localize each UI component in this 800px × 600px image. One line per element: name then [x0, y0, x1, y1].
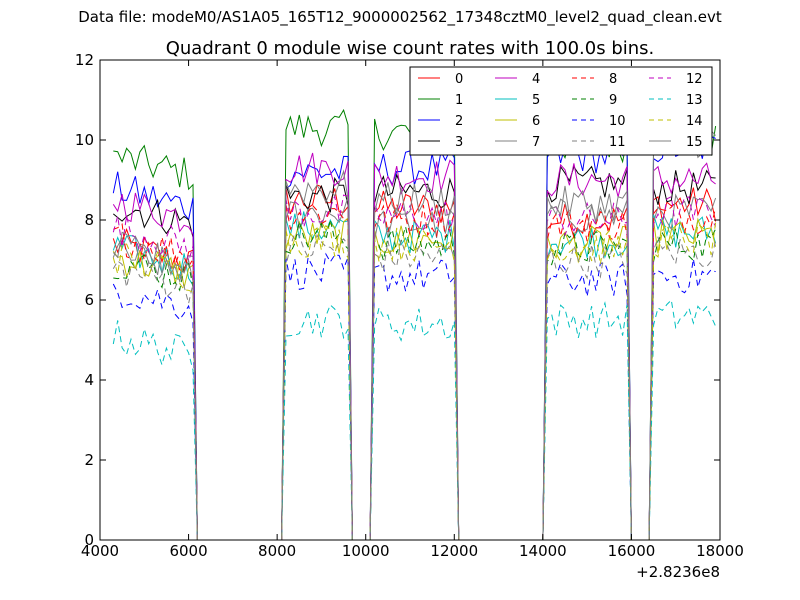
series-line-11	[112, 232, 717, 541]
y-tick-label: 12	[75, 51, 94, 69]
x-tick-label: 8000	[258, 542, 296, 560]
legend-label-8: 8	[609, 72, 617, 87]
legend-label-3: 3	[455, 135, 463, 150]
plot-lines	[112, 108, 717, 541]
x-tick-label: 16000	[608, 542, 656, 560]
x-tick-label: 18000	[696, 542, 744, 560]
x-tick-label: 4000	[81, 542, 119, 560]
x-axis: 4000 6000 8000 10000 12000 14000 16000 18000	[81, 60, 744, 560]
y-tick-label: 8	[84, 211, 94, 229]
y-tick-label: 4	[84, 371, 94, 389]
legend-label-9: 9	[609, 93, 617, 108]
chart-title: Quadrant 0 module wise count rates with …	[166, 38, 655, 59]
legend-label-10: 10	[609, 114, 626, 129]
series-line-0	[112, 184, 717, 541]
legend-label-1: 1	[455, 93, 463, 108]
legend-label-7: 7	[532, 135, 540, 150]
legend-label-12: 12	[686, 72, 703, 87]
series-line-13	[112, 298, 717, 541]
y-tick-label: 6	[84, 291, 94, 309]
series-line-9	[113, 219, 717, 541]
x-tick-label: 12000	[430, 542, 478, 560]
legend-label-15: 15	[686, 135, 703, 150]
legend-label-0: 0	[455, 72, 463, 87]
legend-box	[409, 66, 713, 156]
legend-label-2: 2	[455, 114, 463, 129]
x-tick-label: 6000	[169, 542, 207, 560]
legend-label-13: 13	[686, 93, 703, 108]
x-tick-label: 10000	[342, 542, 390, 560]
y-tick-label: 2	[84, 451, 94, 469]
legend-label-6: 6	[532, 114, 540, 129]
y-tick-label: 10	[75, 131, 94, 149]
legend-label-11: 11	[609, 135, 626, 150]
series-line-10	[112, 252, 716, 541]
y-tick-label: 0	[84, 531, 94, 549]
legend-label-5: 5	[532, 93, 540, 108]
legend-label-4: 4	[532, 72, 540, 87]
series-line-6	[112, 217, 717, 541]
file-supertitle: Data file: modeM0/AS1A05_165T12_90000025…	[78, 8, 722, 26]
series-line-15	[112, 125, 716, 541]
series-line-14	[112, 222, 717, 541]
x-offset-label: +2.8236e8	[636, 563, 720, 581]
x-tick-label: 14000	[519, 542, 567, 560]
series-line-8	[113, 201, 717, 541]
legend-label-14: 14	[686, 114, 703, 129]
